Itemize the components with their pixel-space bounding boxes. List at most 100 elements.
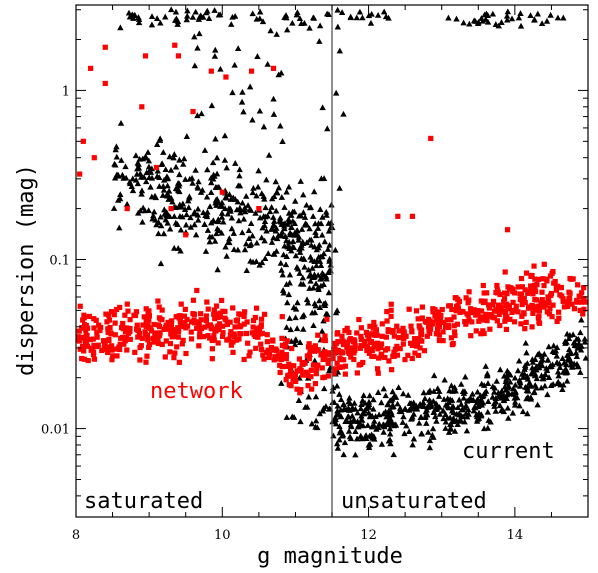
current-point <box>337 413 345 420</box>
current-point <box>382 392 389 399</box>
current-point <box>276 217 283 224</box>
current-point <box>218 213 226 220</box>
network-point <box>77 346 83 352</box>
current-point <box>318 327 326 334</box>
network-point <box>363 329 370 335</box>
current-point <box>281 222 288 229</box>
current-point <box>135 16 143 22</box>
current-point <box>231 61 238 68</box>
network-point <box>256 206 262 212</box>
current-point <box>581 335 589 342</box>
current-point <box>390 451 397 458</box>
network-point <box>97 327 103 334</box>
network-point <box>194 287 200 294</box>
network-point <box>189 319 195 325</box>
network-point <box>279 349 285 355</box>
network-point <box>379 352 385 358</box>
network-point <box>375 366 381 372</box>
network-point <box>150 335 156 341</box>
current-point <box>527 394 535 401</box>
current-point <box>430 388 438 394</box>
network-point <box>135 327 141 333</box>
current-point <box>306 225 313 232</box>
network-point <box>159 341 165 348</box>
current-point <box>465 406 472 413</box>
x-axis-ticks: 8 10 12 14 <box>72 5 589 543</box>
current-point <box>118 157 125 163</box>
current-point <box>461 418 468 425</box>
current-point <box>198 110 205 117</box>
current-point <box>325 227 333 234</box>
network-point <box>217 310 223 316</box>
network-point <box>79 355 85 362</box>
network-point <box>344 344 350 350</box>
network-point <box>560 298 566 304</box>
current-point <box>388 411 396 418</box>
network-point <box>277 369 283 376</box>
network-point <box>75 334 81 340</box>
network-point <box>133 309 140 315</box>
current-point <box>346 394 353 401</box>
current-point <box>138 190 145 197</box>
current-point <box>211 238 219 244</box>
current-point <box>504 8 512 15</box>
current-point <box>229 89 236 96</box>
network-point <box>124 347 130 353</box>
current-point <box>129 187 137 194</box>
current-point <box>134 180 142 187</box>
current-point <box>195 178 202 185</box>
current-point <box>295 236 302 243</box>
current-point <box>172 163 180 170</box>
current-point <box>527 381 534 388</box>
current-point <box>408 415 415 422</box>
network-point <box>448 317 454 323</box>
network-point <box>574 297 580 304</box>
current-point <box>174 221 181 227</box>
network-point <box>529 324 535 330</box>
network-point <box>539 289 545 295</box>
network-point <box>136 330 142 337</box>
current-point <box>465 397 472 403</box>
network-point <box>167 349 173 355</box>
network-point <box>480 328 486 334</box>
network-point <box>352 347 358 353</box>
current-point <box>265 151 273 158</box>
network-point <box>227 319 233 325</box>
network-point <box>271 357 277 363</box>
current-point <box>404 391 412 398</box>
network-point <box>445 323 452 329</box>
network-point <box>557 292 563 298</box>
network-point <box>208 68 214 74</box>
network-point <box>105 326 111 332</box>
network-point <box>579 290 585 296</box>
current-point <box>294 9 301 16</box>
network-point <box>112 332 118 338</box>
current-point <box>135 19 143 26</box>
network-point <box>451 329 458 335</box>
network-point <box>336 364 343 371</box>
current-point <box>228 225 236 232</box>
network-point <box>544 309 550 315</box>
current-point <box>395 384 402 391</box>
network-point <box>419 316 425 322</box>
current-point <box>358 401 365 407</box>
network-point <box>532 288 539 295</box>
current-point <box>157 213 164 220</box>
current-point <box>544 356 551 363</box>
current-point <box>301 214 309 220</box>
current-point <box>236 172 243 179</box>
current-point <box>400 413 407 420</box>
network-point <box>232 324 238 330</box>
current-point <box>213 195 221 202</box>
network-point <box>117 304 123 311</box>
current-point <box>492 407 499 414</box>
current-point <box>110 205 118 211</box>
network-point <box>91 356 98 362</box>
network-point <box>567 295 573 302</box>
current-point <box>153 15 161 22</box>
current-point <box>300 209 307 216</box>
current-point <box>293 264 301 270</box>
network-point <box>315 332 321 338</box>
network-point <box>85 357 91 364</box>
network-point <box>219 189 225 195</box>
